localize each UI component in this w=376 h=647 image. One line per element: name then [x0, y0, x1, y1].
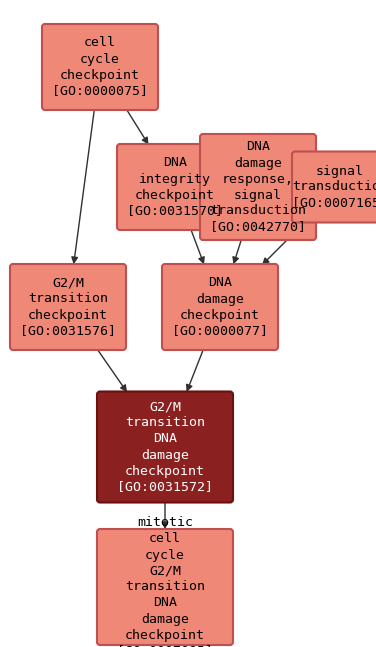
FancyBboxPatch shape [10, 264, 126, 350]
FancyBboxPatch shape [97, 391, 233, 503]
Text: DNA
damage
response,
signal
transduction
[GO:0042770]: DNA damage response, signal transduction… [210, 140, 306, 234]
Text: DNA
integrity
checkpoint
[GO:0031570]: DNA integrity checkpoint [GO:0031570] [127, 157, 223, 217]
FancyBboxPatch shape [97, 529, 233, 645]
FancyBboxPatch shape [42, 24, 158, 110]
FancyBboxPatch shape [292, 151, 376, 223]
Text: G2/M
transition
checkpoint
[GO:0031576]: G2/M transition checkpoint [GO:0031576] [20, 276, 116, 338]
Text: cell
cycle
checkpoint
[GO:0000075]: cell cycle checkpoint [GO:0000075] [52, 36, 148, 98]
FancyBboxPatch shape [200, 134, 316, 240]
FancyBboxPatch shape [117, 144, 233, 230]
Text: signal
transduction
[GO:0007165]: signal transduction [GO:0007165] [292, 164, 376, 210]
Text: G2/M
transition
DNA
damage
checkpoint
[GO:0031572]: G2/M transition DNA damage checkpoint [G… [117, 400, 213, 494]
FancyBboxPatch shape [162, 264, 278, 350]
Text: DNA
damage
checkpoint
[GO:0000077]: DNA damage checkpoint [GO:0000077] [172, 276, 268, 338]
Text: mitotic
cell
cycle
G2/M
transition
DNA
damage
checkpoint
[GO:0007095]: mitotic cell cycle G2/M transition DNA d… [117, 516, 213, 647]
